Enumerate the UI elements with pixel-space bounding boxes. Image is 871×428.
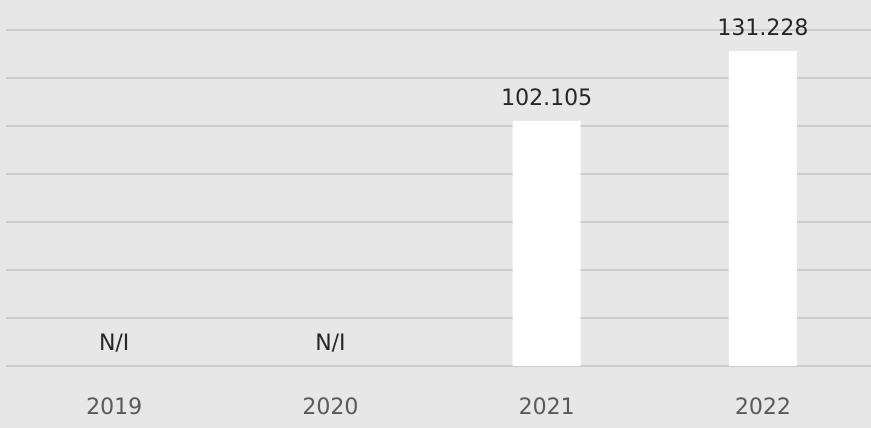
bar <box>728 51 797 367</box>
data-label: N/I <box>99 331 129 356</box>
x-tick-label: 2020 <box>302 395 358 420</box>
data-label: 102.105 <box>501 86 592 111</box>
x-tick-label: 2022 <box>735 395 791 420</box>
bar <box>512 120 581 366</box>
data-label: 131.228 <box>717 16 808 41</box>
x-tick-label: 2019 <box>86 395 142 420</box>
data-label: N/I <box>315 331 345 356</box>
x-tick-label: 2021 <box>519 395 575 420</box>
